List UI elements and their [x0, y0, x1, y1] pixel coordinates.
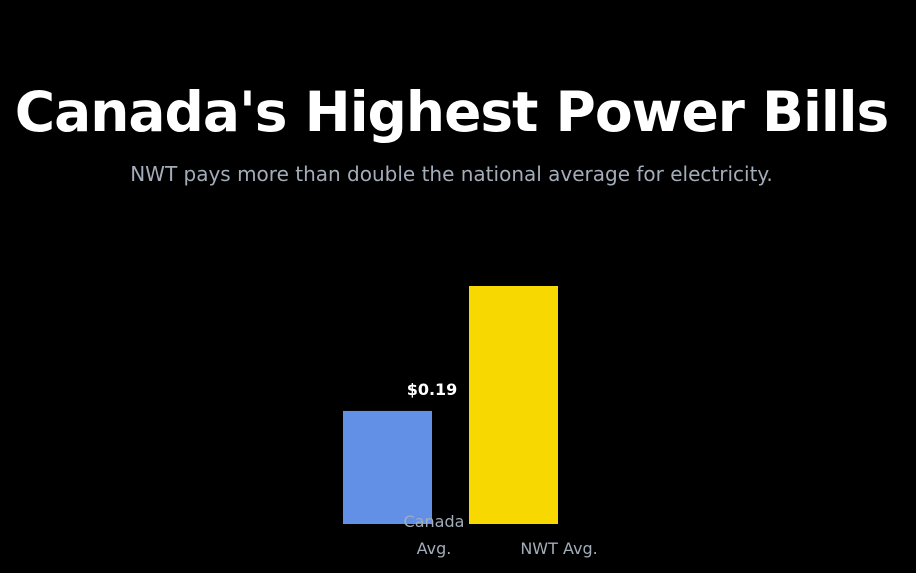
bar-1	[469, 286, 558, 524]
category-label-0: Canada Avg.	[404, 512, 465, 558]
chart-subtitle: NWT pays more than double the national a…	[130, 162, 773, 186]
bar-0	[343, 410, 432, 524]
chart-title: Canada's Highest Power Bills	[14, 80, 890, 144]
category-label-1: NWT Avg.	[520, 539, 597, 558]
bar-value-label-0: $0.19	[407, 380, 458, 399]
